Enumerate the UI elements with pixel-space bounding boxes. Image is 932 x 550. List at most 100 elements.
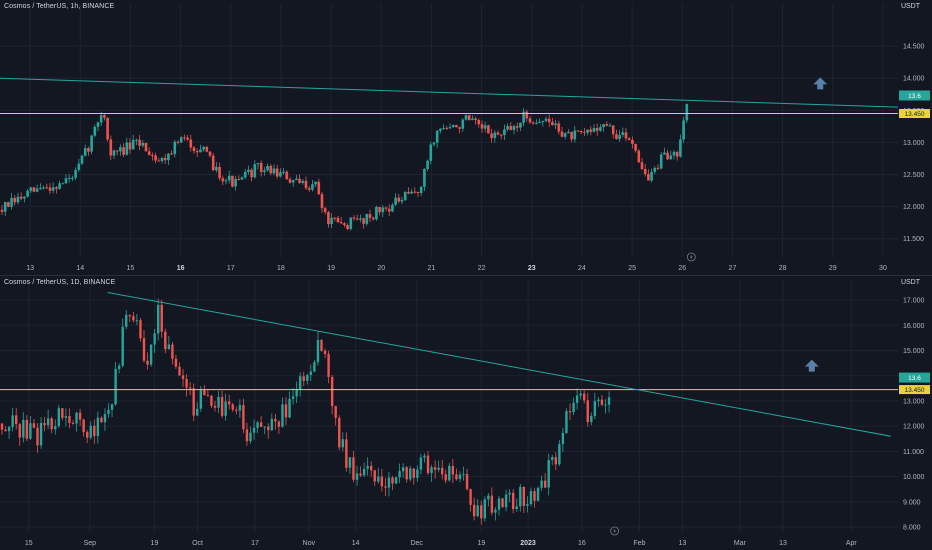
candle-down <box>242 398 245 434</box>
candle-body <box>401 467 405 472</box>
price-unit-1d: USDT <box>900 279 920 286</box>
price-tick-label: 14.000 <box>903 76 925 83</box>
candle-body <box>269 165 273 174</box>
candle-up <box>125 310 128 330</box>
candle-body <box>343 223 346 226</box>
candle-down <box>235 406 238 415</box>
candle-up <box>89 421 92 440</box>
time-tick-label: Dec <box>410 540 423 547</box>
candle-body <box>551 122 554 126</box>
candle-down <box>352 215 356 221</box>
candle-body <box>199 149 202 153</box>
candle-up <box>240 176 244 180</box>
candle-body <box>125 314 128 327</box>
candle-body <box>275 168 279 177</box>
candle-up <box>160 156 164 164</box>
candle-body <box>243 171 247 178</box>
candle-down <box>267 423 270 439</box>
candle-down <box>160 299 163 338</box>
candle-up <box>608 123 612 127</box>
candle-up <box>281 397 284 428</box>
candle-down <box>551 117 554 126</box>
candle-body <box>218 166 221 179</box>
candle-body <box>416 191 420 194</box>
chart-canvas-1d[interactable]: 17.00016.00015.00014.00013.00012.00011.0… <box>0 276 932 550</box>
candle-body <box>208 151 212 156</box>
candle-up <box>493 130 497 143</box>
candle-body <box>313 362 316 372</box>
candle-up <box>83 144 87 157</box>
candle-down <box>32 419 36 429</box>
candle-body <box>253 164 257 178</box>
candle-body <box>405 467 408 480</box>
candle-down <box>373 469 376 487</box>
candle-body <box>525 111 529 119</box>
candle-body <box>579 393 582 396</box>
chart-canvas-1h[interactable]: 14.50014.00013.50013.00012.50012.00011.5… <box>0 0 932 276</box>
candle-body <box>497 498 501 510</box>
candle-body <box>78 412 82 420</box>
candle-body <box>125 142 129 155</box>
candle-up <box>394 476 398 485</box>
chart-panel-1d[interactable]: 17.00016.00015.00014.00013.00012.00011.0… <box>0 276 932 550</box>
candle-up <box>565 408 568 434</box>
candle-up <box>42 185 45 190</box>
candle-down <box>45 183 49 190</box>
candle-up <box>387 471 391 497</box>
candle-body <box>583 131 586 133</box>
candle-down <box>13 195 17 206</box>
candle-body <box>311 184 314 190</box>
candle-down <box>469 488 472 512</box>
candle-up <box>11 407 14 432</box>
candle-up <box>540 475 543 491</box>
time-tick-label: 17 <box>227 265 235 272</box>
candle-body <box>206 395 210 397</box>
candle-up <box>536 486 540 502</box>
candle-body <box>426 455 430 474</box>
candle-up <box>458 471 462 483</box>
candle-body <box>279 172 282 177</box>
candle-down <box>7 201 10 208</box>
candle-up <box>506 123 509 132</box>
time-axis: 15 Sep 19 Oct 17 Nov 14 Dec 19 2023 16 Feb 13 Mar 13 Ap… <box>25 540 858 547</box>
candle-body <box>409 468 412 480</box>
candle-body <box>15 415 18 425</box>
candle-down <box>595 123 599 136</box>
candle-up <box>291 179 295 187</box>
descending-trendline <box>0 77 899 108</box>
candle-down <box>208 150 212 158</box>
chart-title-1d: Cosmos / TetherUS, 1D, BINANCE <box>4 279 116 286</box>
candle-down <box>339 217 343 225</box>
candle-down <box>61 408 64 421</box>
candle-up <box>526 496 529 513</box>
candle-body <box>10 197 13 207</box>
candle-body <box>348 457 352 468</box>
candle-body <box>234 178 237 187</box>
candle-up <box>58 180 61 190</box>
candle-body <box>554 123 557 126</box>
chart-panel-1h[interactable]: 14.50014.00013.50013.00012.50012.00011.5… <box>0 0 932 276</box>
candle-up <box>141 140 145 148</box>
time-tick-label: Mar <box>734 540 747 547</box>
candle-up <box>311 179 314 192</box>
candle-up <box>497 495 501 516</box>
candle-up <box>80 154 84 166</box>
time-tick-label: 19 <box>151 540 159 547</box>
candle-up <box>309 364 313 382</box>
candle-body <box>100 417 103 423</box>
candle-body <box>121 326 124 366</box>
level-price-tag <box>899 109 930 119</box>
candle-down <box>71 420 75 425</box>
time-tick-label: 26 <box>678 265 686 272</box>
candle-down <box>86 429 89 444</box>
candle-down <box>336 215 340 224</box>
candle-body <box>455 474 458 480</box>
price-tick-label: 14.500 <box>903 44 925 51</box>
candle-body <box>0 209 4 212</box>
candle-down <box>499 134 503 140</box>
time-tick-label: 13 <box>26 265 34 272</box>
candle-down <box>554 452 557 470</box>
candle-up <box>403 190 407 202</box>
candle-body <box>586 129 589 133</box>
candle-body <box>604 404 607 406</box>
